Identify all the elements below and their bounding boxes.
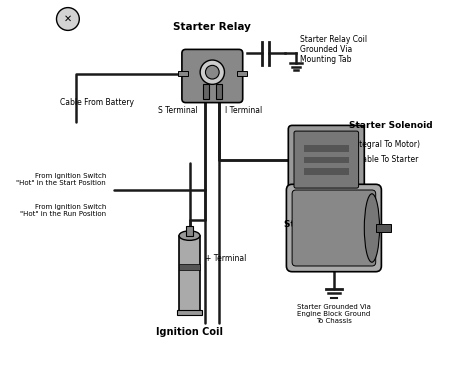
FancyBboxPatch shape [286, 184, 382, 272]
Bar [216, 84, 222, 99]
Text: From Ignition Switch
"Hot" in the Start Position: From Ignition Switch "Hot" in the Start … [16, 173, 106, 186]
Text: From Ignition Switch
"Hot" in the Run Position: From Ignition Switch "Hot" in the Run Po… [20, 204, 106, 217]
Text: S Terminal: S Terminal [158, 106, 198, 116]
Bar [179, 264, 200, 270]
Text: ✕: ✕ [64, 14, 72, 24]
Bar [237, 71, 246, 76]
Text: Starter Motor: Starter Motor [284, 220, 354, 229]
Ellipse shape [365, 194, 380, 262]
Bar [376, 224, 391, 232]
Bar [178, 71, 188, 76]
Bar [186, 226, 192, 236]
FancyBboxPatch shape [294, 131, 359, 188]
Ellipse shape [179, 231, 200, 241]
Bar [303, 145, 349, 152]
Text: I Terminal: I Terminal [225, 106, 262, 116]
Bar [303, 168, 349, 175]
FancyBboxPatch shape [292, 190, 376, 266]
Text: + Terminal: + Terminal [205, 254, 246, 263]
Text: Cable From Battery: Cable From Battery [60, 98, 134, 107]
Text: Starter Relay Coil
Grounded Via
Mounting Tab: Starter Relay Coil Grounded Via Mounting… [300, 35, 367, 64]
Text: Ignition Coil: Ignition Coil [156, 327, 223, 337]
Circle shape [200, 60, 225, 84]
Text: Starter Solenoid: Starter Solenoid [349, 121, 433, 130]
Text: (Integral To Motor): (Integral To Motor) [349, 140, 420, 149]
Circle shape [205, 65, 219, 79]
FancyBboxPatch shape [288, 125, 365, 194]
Bar [203, 84, 209, 99]
Bar [303, 157, 349, 163]
Text: Starter Relay: Starter Relay [173, 22, 251, 32]
Bar [177, 310, 202, 315]
Text: Starter Grounded Via
Engine Block Ground
To Chassis: Starter Grounded Via Engine Block Ground… [297, 304, 371, 324]
Bar [179, 236, 200, 312]
FancyBboxPatch shape [182, 49, 243, 103]
Circle shape [56, 8, 79, 30]
Text: Cable To Starter: Cable To Starter [357, 155, 418, 164]
